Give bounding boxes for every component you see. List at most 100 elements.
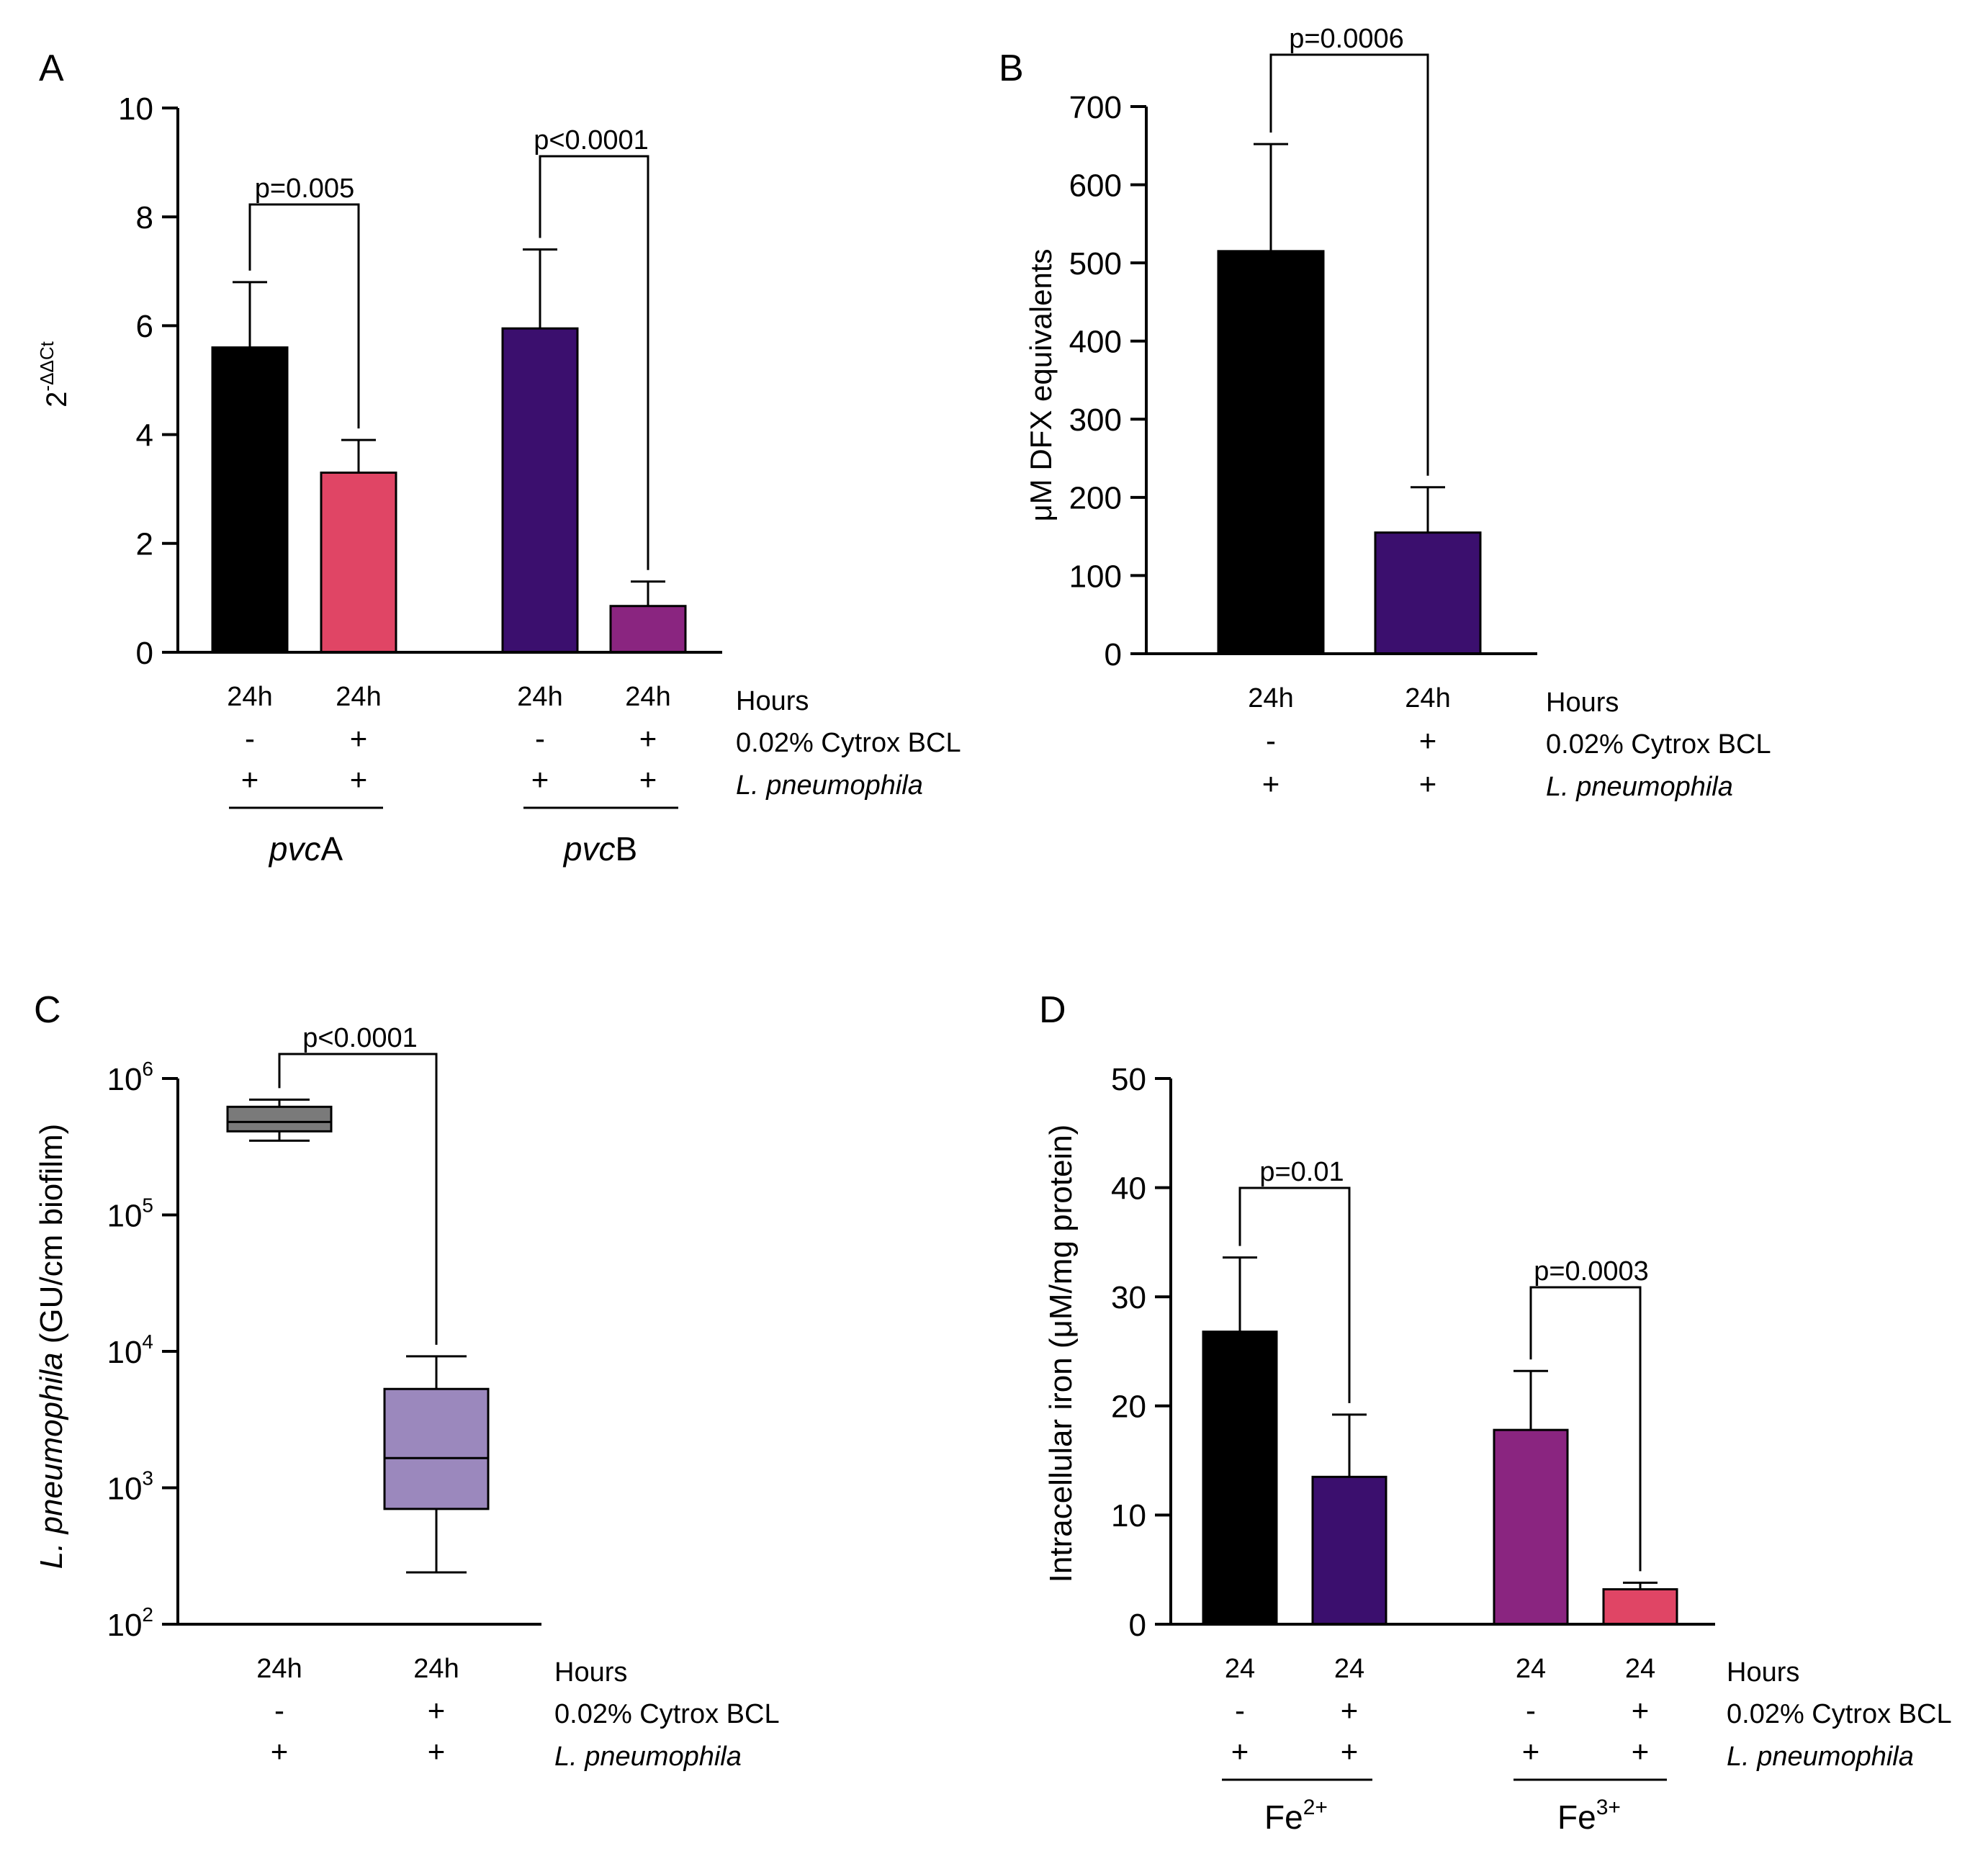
panel-b-bars <box>1217 143 1482 655</box>
time-label: 24h <box>625 682 670 712</box>
panel-d: D Intracellular iron (μM/mg protein) 0 10… <box>1039 989 1952 1836</box>
lp-sign: + <box>1632 1734 1650 1768</box>
y-tick-label: 102 <box>107 1603 153 1643</box>
p-value-label: p=0.0006 <box>1289 24 1404 54</box>
time-label: 24 <box>1625 1654 1655 1684</box>
time-label: 24h <box>256 1654 302 1684</box>
time-label: 24h <box>336 682 381 712</box>
panel-a-row-label-cytrox: 0.02% Cytrox BCL <box>736 728 961 758</box>
y-tick-label: 30 <box>1111 1280 1146 1315</box>
panel-c-letter: C <box>34 989 61 1031</box>
panel-a-y-ticks: 0 2 4 6 8 10 <box>118 91 178 671</box>
panel-d-condition-labels: 24 - +24 + +24 - +24 + + <box>1225 1654 1655 1768</box>
p-value-label: p=0.005 <box>255 174 354 204</box>
lp-sign: + <box>271 1734 289 1768</box>
y-tick-label: 600 <box>1069 168 1122 203</box>
time-label: 24h <box>1405 683 1450 713</box>
panel-c-row-label-cytrox: 0.02% Cytrox BCL <box>554 1699 780 1729</box>
time-label: 24 <box>1334 1654 1364 1684</box>
panel-a: A 2-ΔΔCt 0 2 4 6 8 10 p=0.005 p<0.0001 24h - +24… <box>36 48 961 868</box>
p-value-label: p<0.0001 <box>534 125 649 156</box>
lp-sign: + <box>350 762 368 796</box>
lp-sign: + <box>1231 1734 1249 1768</box>
bar <box>1602 1587 1678 1626</box>
bar <box>1202 1330 1278 1626</box>
box <box>226 1105 333 1132</box>
panel-d-group-label-2: Fe3+ <box>1557 1796 1621 1836</box>
lp-sign: + <box>241 762 259 796</box>
cytrox-sign: - <box>535 721 545 755</box>
panel-a-bars <box>211 248 687 654</box>
time-label: 24 <box>1225 1654 1255 1684</box>
y-tick-label: 700 <box>1069 90 1122 125</box>
time-label: 24h <box>227 682 272 712</box>
lp-sign: + <box>428 1734 446 1768</box>
cytrox-sign: - <box>245 721 255 755</box>
y-tick-label: 0 <box>136 636 153 671</box>
y-tick-label: 8 <box>136 200 153 235</box>
panel-c-row-label-lp: L. pneumophila <box>554 1742 742 1772</box>
y-tick-label: 10 <box>118 91 153 127</box>
panel-d-row-label-lp: L. pneumophila <box>1727 1742 1914 1772</box>
bar <box>320 472 397 654</box>
panel-c-y-label: L. pneumophila (GU/cm biofilm) <box>34 1124 69 1569</box>
lp-sign: + <box>531 762 549 796</box>
cytrox-sign: + <box>428 1693 446 1727</box>
y-tick-label: 500 <box>1069 246 1122 282</box>
y-tick-label: 200 <box>1069 481 1122 516</box>
y-tick-label: 0 <box>1105 637 1122 672</box>
y-tick-label: 4 <box>136 418 153 453</box>
panel-d-row-label-hours: Hours <box>1727 1657 1799 1688</box>
lp-sign: + <box>639 762 657 796</box>
panel-d-group-label-1: Fe2+ <box>1264 1796 1328 1836</box>
y-tick-label: 20 <box>1111 1390 1146 1425</box>
y-tick-label: 0 <box>1129 1608 1146 1643</box>
panel-b-y-label: μM DFX equivalents <box>1024 248 1058 521</box>
bar <box>609 605 687 654</box>
panel-d-y-label: Intracellular iron (μM/mg protein) <box>1043 1125 1079 1583</box>
panel-c-condition-labels: 24h - +24h + + <box>256 1654 459 1768</box>
cytrox-sign: - <box>1526 1693 1536 1727</box>
y-tick-label: 300 <box>1069 402 1122 438</box>
panel-b: B μM DFX equivalents 0 100 200 300 400 500 600… <box>999 24 1771 802</box>
panel-d-comparisons: p=0.01 p=0.0003 <box>1238 1157 1649 1572</box>
time-label: 24h <box>517 682 562 712</box>
y-tick-label: 103 <box>107 1467 153 1507</box>
y-tick-label: 400 <box>1069 325 1122 360</box>
panel-b-comparisons: p=0.0006 <box>1269 24 1429 476</box>
p-value-label: p=0.01 <box>1259 1157 1344 1187</box>
bar <box>211 346 289 654</box>
cytrox-sign: - <box>274 1693 284 1727</box>
panel-b-condition-labels: 24h - +24h + + <box>1248 683 1450 801</box>
panel-b-y-ticks: 0 100 200 300 400 500 600 700 <box>1069 90 1146 672</box>
significance-bracket <box>248 203 360 429</box>
y-tick-label: 10 <box>1111 1498 1146 1534</box>
lp-sign: + <box>1341 1734 1359 1768</box>
cytrox-sign: - <box>1235 1693 1245 1727</box>
p-value-label: p<0.0001 <box>302 1023 418 1053</box>
significance-bracket <box>1269 53 1429 476</box>
bar <box>1217 250 1325 655</box>
panel-a-condition-labels: 24h - +24h + +24h - +24h + + <box>227 682 670 796</box>
bar <box>501 327 579 654</box>
panel-d-bars <box>1202 1256 1678 1626</box>
y-tick-label: 40 <box>1111 1171 1146 1206</box>
significance-bracket <box>1238 1186 1351 1403</box>
panel-a-group-label-1: pvcA <box>268 830 343 868</box>
panel-c-comparisons: p<0.0001 <box>278 1023 438 1345</box>
panel-c-boxes <box>226 1098 490 1574</box>
cytrox-sign: + <box>350 721 368 755</box>
significance-bracket <box>278 1053 438 1345</box>
cytrox-sign: - <box>1266 724 1276 757</box>
time-label: 24h <box>413 1654 459 1684</box>
panel-a-group-label-2: pvcB <box>562 830 637 868</box>
panel-b-row-label-cytrox: 0.02% Cytrox BCL <box>1546 729 1771 760</box>
y-tick-label: 105 <box>107 1194 153 1234</box>
significance-bracket <box>1529 1286 1642 1572</box>
panel-c-row-label-hours: Hours <box>554 1657 627 1688</box>
y-tick-label: 50 <box>1111 1062 1146 1097</box>
panel-b-letter: B <box>999 48 1024 89</box>
p-value-label: p=0.0003 <box>1534 1256 1649 1287</box>
y-tick-label: 106 <box>107 1058 153 1097</box>
